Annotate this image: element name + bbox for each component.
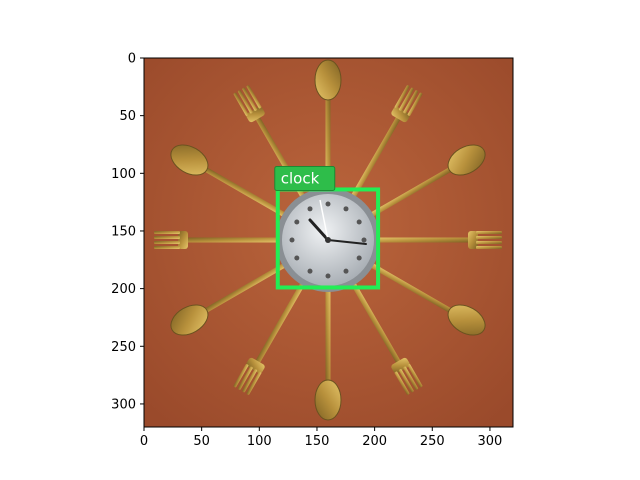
y-tick-label: 100 [111,167,136,182]
x-tick-label: 100 [247,434,272,449]
fork [349,278,423,395]
x-tick-label: 200 [362,434,387,449]
fork [170,144,290,219]
clock-center-pin [325,237,331,243]
second-hand [319,199,329,241]
fork [233,278,307,395]
x-tick-label: 50 [193,434,210,449]
y-tick-label: 50 [119,109,136,124]
y-tick-label: 250 [111,340,136,355]
hour-mark [307,206,313,212]
hour-hand [308,218,330,242]
spoon [170,261,290,336]
y-tick-label: 300 [111,397,136,412]
spoon [373,231,502,249]
detection-label-background [274,165,336,191]
minute-hand [327,239,367,245]
x-tick-label: 150 [305,434,330,449]
spoon [314,285,342,421]
fork [366,261,486,336]
x-tick-label: 0 [140,434,148,449]
y-axis: 0 50 100 150 200 250 300 [111,52,144,412]
hour-mark [361,237,367,243]
axes-frame [143,57,514,428]
x-axis: 0 50 100 150 200 250 300 [140,427,502,449]
hour-mark [294,255,300,261]
spoon [154,231,283,249]
x-tick-label: 250 [420,434,445,449]
y-tick-label: 150 [111,224,136,239]
hour-mark [325,201,331,207]
spoon [366,144,486,219]
clock [276,188,380,292]
hour-mark [289,237,295,243]
hour-mark [294,219,300,225]
utensil-spokes [154,59,502,421]
hour-mark [307,268,313,274]
hour-mark [356,219,362,225]
clock-numerals [289,201,367,279]
x-tick-label: 300 [478,434,503,449]
y-tick-label: 0 [128,52,136,67]
hour-mark [343,206,349,212]
y-tick-label: 200 [111,282,136,297]
hour-mark [356,255,362,261]
detection-label: clock [281,169,320,187]
hour-mark [325,273,331,279]
hour-mark [343,268,349,274]
fork [349,85,423,202]
photo [144,58,513,427]
detection-overlay: clock [274,165,381,290]
